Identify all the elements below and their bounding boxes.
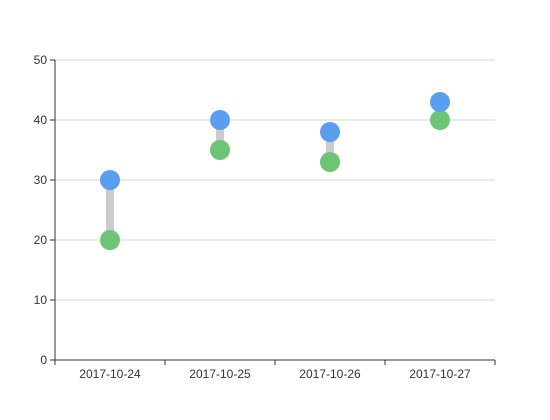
- grid-lines: [55, 59, 495, 301]
- y-tick-label-5: 50: [34, 53, 48, 67]
- point-s1-3: [430, 110, 450, 130]
- x-tick-label-1: 2017-10-25: [189, 367, 251, 381]
- point-s0-1: [210, 110, 230, 130]
- point-s1-1: [210, 140, 230, 160]
- y-tick-label-4: 40: [34, 113, 48, 127]
- point-s0-3: [430, 92, 450, 112]
- y-tick-label-1: 10: [34, 293, 48, 307]
- x-tick-label-3: 2017-10-27: [409, 367, 471, 381]
- y-tick-label-0: 0: [40, 353, 47, 367]
- y-tick-label-2: 20: [34, 233, 48, 247]
- connectors: [106, 102, 444, 240]
- point-s1-2: [320, 152, 340, 172]
- x-tick-label-2: 2017-10-26: [299, 367, 361, 381]
- tick-labels: 0 10 20 30 40 50 2017-10-24 2017-10-25 2017-10-2…: [34, 53, 471, 381]
- point-s1-0: [100, 230, 120, 250]
- axes: [50, 59, 496, 365]
- x-tick-label-0: 2017-10-24: [79, 367, 141, 381]
- y-tick-label-3: 30: [34, 173, 48, 187]
- point-s0-0: [100, 170, 120, 190]
- point-s0-2: [320, 122, 340, 142]
- data-points: [100, 92, 450, 250]
